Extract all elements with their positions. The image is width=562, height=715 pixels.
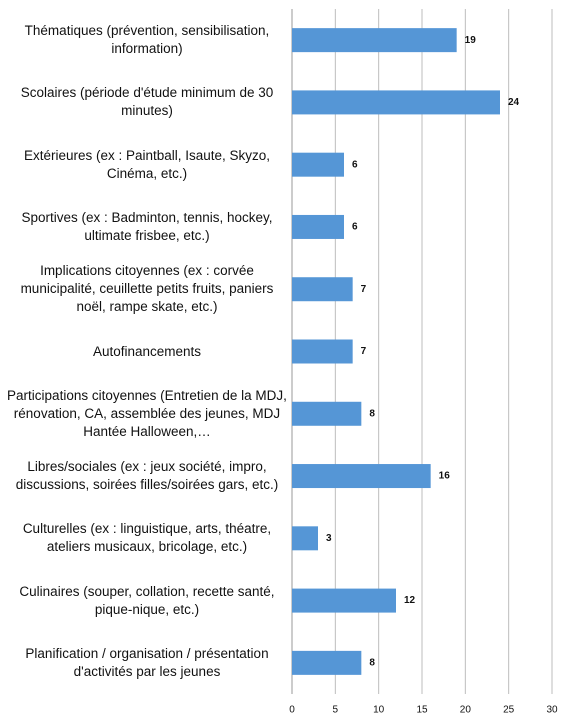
bar [292, 28, 457, 53]
bar [292, 277, 353, 302]
bar [292, 152, 344, 177]
value-label: 6 [352, 222, 358, 233]
value-label: 24 [508, 97, 520, 108]
bar [292, 526, 318, 551]
y-tick-label: Libres/sociales (ex : jeux société, impr… [15, 459, 279, 493]
value-label: 7 [361, 346, 367, 357]
y-tick-label: Scolaires (période d'étude minimum de 30… [20, 85, 274, 119]
value-label: 8 [369, 658, 375, 669]
value-label: 16 [439, 471, 451, 482]
bar [292, 401, 362, 426]
bar [292, 464, 431, 489]
x-tick-label: 25 [503, 705, 515, 715]
value-label: 7 [361, 284, 367, 295]
y-tick-label: Culturelles (ex : linguistique, arts, th… [22, 521, 272, 555]
bar [292, 339, 353, 364]
x-tick-label: 5 [333, 705, 339, 715]
y-tick-label: Participations citoyennes (Entretien de … [7, 387, 287, 439]
bar [292, 214, 344, 239]
y-tick-label: Extérieures (ex : Paintball, Isaute, Sky… [23, 147, 271, 181]
y-tick-label: Autofinancements [92, 343, 202, 359]
bar [292, 90, 500, 115]
bar [292, 650, 362, 675]
x-tick-label: 20 [460, 705, 472, 715]
y-tick-label: Implications citoyennes (ex : corvée mun… [20, 263, 274, 315]
y-tick-label: Culinaires (souper, collation, recette s… [19, 583, 275, 617]
y-tick-label: Sportives (ex : Badminton, tennis, hocke… [21, 209, 273, 243]
bar [292, 588, 396, 613]
value-label: 3 [326, 533, 332, 544]
value-label: 19 [465, 35, 477, 46]
y-tick-label: Thématiques (prévention, sensibilisation… [24, 23, 270, 57]
value-label: 6 [352, 159, 358, 170]
x-tick-label: 0 [289, 705, 295, 715]
x-tick-label: 15 [416, 705, 428, 715]
value-label: 12 [404, 595, 416, 606]
x-tick-label: 30 [546, 705, 558, 715]
x-tick-label: 10 [373, 705, 385, 715]
y-tick-label: Planification / organisation / présentat… [25, 645, 269, 679]
value-label: 8 [369, 408, 375, 419]
